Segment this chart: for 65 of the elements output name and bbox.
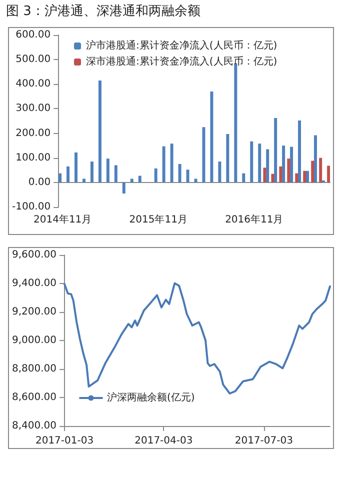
x-tick-label: 2014年11月 xyxy=(33,214,92,226)
bar xyxy=(58,173,62,182)
bar xyxy=(311,160,314,182)
bar xyxy=(250,141,254,182)
legend-label: 深市港股通:累计资金净流入(人民币：亿元) xyxy=(86,56,278,68)
y-tick-label: -100.00 xyxy=(12,202,51,212)
y-tick-label: 9,200.00 xyxy=(12,306,57,318)
bar xyxy=(258,144,262,182)
y-tick-label: 9,400.00 xyxy=(12,278,57,289)
x-tick-label: 2017-04-03 xyxy=(134,436,193,446)
legend-label: 沪深两融余额(亿元) xyxy=(107,392,195,404)
bar xyxy=(202,127,206,182)
y-tick-label: 0.00 xyxy=(28,176,51,188)
y-tick-label: 300.00 xyxy=(16,103,51,114)
bar xyxy=(287,158,290,182)
bar xyxy=(82,178,86,182)
bar xyxy=(90,162,94,182)
bar xyxy=(218,162,222,182)
bar xyxy=(66,166,70,182)
bar xyxy=(186,170,190,182)
x-tick-label: 2016年11月 xyxy=(225,214,284,226)
bar xyxy=(162,146,166,182)
x-tick-label: 2017-01-03 xyxy=(35,436,94,446)
bar xyxy=(114,165,118,182)
bar xyxy=(170,144,174,182)
bar xyxy=(138,176,142,182)
bar xyxy=(274,118,278,182)
bar xyxy=(210,92,214,182)
y-tick-label: 400.00 xyxy=(16,78,51,90)
y-tick-label: 100.00 xyxy=(16,152,51,164)
bar xyxy=(242,173,246,182)
bar xyxy=(226,134,230,182)
y-tick-label: 9,600.00 xyxy=(12,250,57,260)
y-tick-label: 600.00 xyxy=(16,30,51,40)
bar xyxy=(178,164,182,182)
bar xyxy=(74,152,78,182)
bar xyxy=(295,173,298,182)
y-tick-label: 500.00 xyxy=(16,54,51,66)
bar xyxy=(306,170,309,182)
bar xyxy=(279,166,282,182)
bar xyxy=(303,170,306,182)
bar xyxy=(319,158,322,182)
bar xyxy=(154,168,158,182)
y-tick-label: 8,400.00 xyxy=(12,420,57,432)
bar xyxy=(98,80,102,182)
bar xyxy=(314,135,317,182)
y-tick-label: 8,800.00 xyxy=(12,364,57,374)
y-tick-label: 200.00 xyxy=(16,128,51,139)
legend-label: 沪市港股通:累计资金净流入(人民币：亿元) xyxy=(86,40,278,52)
bar xyxy=(327,166,330,182)
chart-title: 图 3：沪港通、深港通和两融余额 xyxy=(6,3,200,20)
bar xyxy=(194,178,198,182)
bar xyxy=(282,146,286,182)
bar xyxy=(263,168,266,182)
bar xyxy=(266,149,270,182)
y-tick-label: 9,000.00 xyxy=(12,335,57,346)
bar xyxy=(298,120,302,182)
y-tick-label: 8,600.00 xyxy=(12,392,57,403)
x-tick-label: 2017-07-03 xyxy=(234,436,293,446)
bar xyxy=(290,146,294,182)
bar xyxy=(271,174,274,182)
x-tick-label: 2015年11月 xyxy=(129,214,188,226)
bar xyxy=(122,182,126,194)
bar xyxy=(106,158,110,182)
bar xyxy=(130,178,134,182)
